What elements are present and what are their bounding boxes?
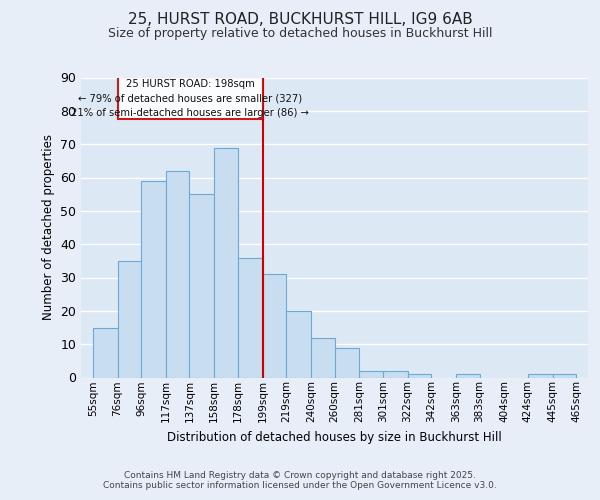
Bar xyxy=(528,374,553,378)
Bar xyxy=(311,338,335,378)
Bar xyxy=(335,348,359,378)
Bar xyxy=(286,311,311,378)
Text: 25, HURST ROAD, BUCKHURST HILL, IG9 6AB: 25, HURST ROAD, BUCKHURST HILL, IG9 6AB xyxy=(128,12,472,28)
Bar xyxy=(93,328,118,378)
Bar xyxy=(359,371,383,378)
Bar xyxy=(553,374,576,378)
Bar xyxy=(118,78,263,119)
Bar xyxy=(190,194,214,378)
Text: Contains HM Land Registry data © Crown copyright and database right 2025.
Contai: Contains HM Land Registry data © Crown c… xyxy=(103,470,497,490)
Bar xyxy=(456,374,479,378)
Bar xyxy=(383,371,407,378)
X-axis label: Distribution of detached houses by size in Buckhurst Hill: Distribution of detached houses by size … xyxy=(167,430,502,444)
Text: 25 HURST ROAD: 198sqm
← 79% of detached houses are smaller (327)
21% of semi-det: 25 HURST ROAD: 198sqm ← 79% of detached … xyxy=(71,78,309,118)
Bar xyxy=(166,171,190,378)
Bar xyxy=(407,374,431,378)
Bar xyxy=(263,274,286,378)
Bar xyxy=(118,261,141,378)
Bar xyxy=(141,181,166,378)
Bar xyxy=(214,148,238,378)
Text: Size of property relative to detached houses in Buckhurst Hill: Size of property relative to detached ho… xyxy=(108,28,492,40)
Y-axis label: Number of detached properties: Number of detached properties xyxy=(41,134,55,320)
Bar xyxy=(238,258,263,378)
